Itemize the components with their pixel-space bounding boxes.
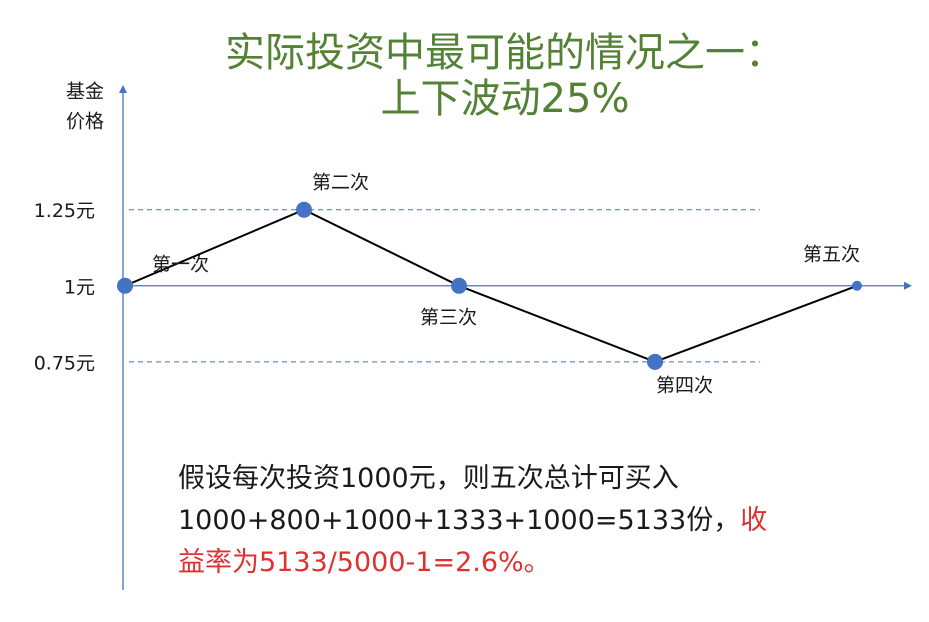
y-tick-label: 1元 xyxy=(64,276,95,298)
data-point xyxy=(296,201,312,218)
point-label: 第四次 xyxy=(656,375,713,397)
note-line: 假设每次投资1000元，则五次总计可买入 xyxy=(178,458,767,500)
y-axis-label: 基金 xyxy=(66,81,104,103)
x-axis-arrow xyxy=(904,281,912,290)
point-label: 第三次 xyxy=(420,307,477,329)
note-text: 1000+800+1000+1333+1000=5133份， xyxy=(178,505,741,536)
data-point xyxy=(647,353,663,370)
point-label: 第二次 xyxy=(312,172,369,194)
y-tick-label: 1.25元 xyxy=(34,200,95,222)
point-label: 第五次 xyxy=(803,244,860,266)
note-text: 假设每次投资1000元，则五次总计可买入 xyxy=(178,463,679,494)
note-line: 1000+800+1000+1333+1000=5133份，收 xyxy=(178,500,767,542)
data-point xyxy=(451,277,467,294)
y-axis-arrow xyxy=(119,85,127,93)
note-line: 益率为5133/5000-1=2.6%。 xyxy=(178,542,767,584)
point-label: 第一次 xyxy=(152,254,209,276)
data-point xyxy=(117,277,133,294)
note-text: 益率为5133/5000-1=2.6%。 xyxy=(178,547,551,578)
chart-title: 上下波动25% xyxy=(381,76,630,122)
annotation: 假设每次投资1000元，则五次总计可买入 1000+800+1000+1333+1… xyxy=(178,458,767,584)
y-axis-label: 价格 xyxy=(66,111,104,133)
chart-title: 实际投资中最可能的情况之一： xyxy=(225,30,785,76)
note-text: 收 xyxy=(740,505,768,536)
y-tick-label: 0.75元 xyxy=(34,352,95,374)
data-point xyxy=(852,280,862,291)
